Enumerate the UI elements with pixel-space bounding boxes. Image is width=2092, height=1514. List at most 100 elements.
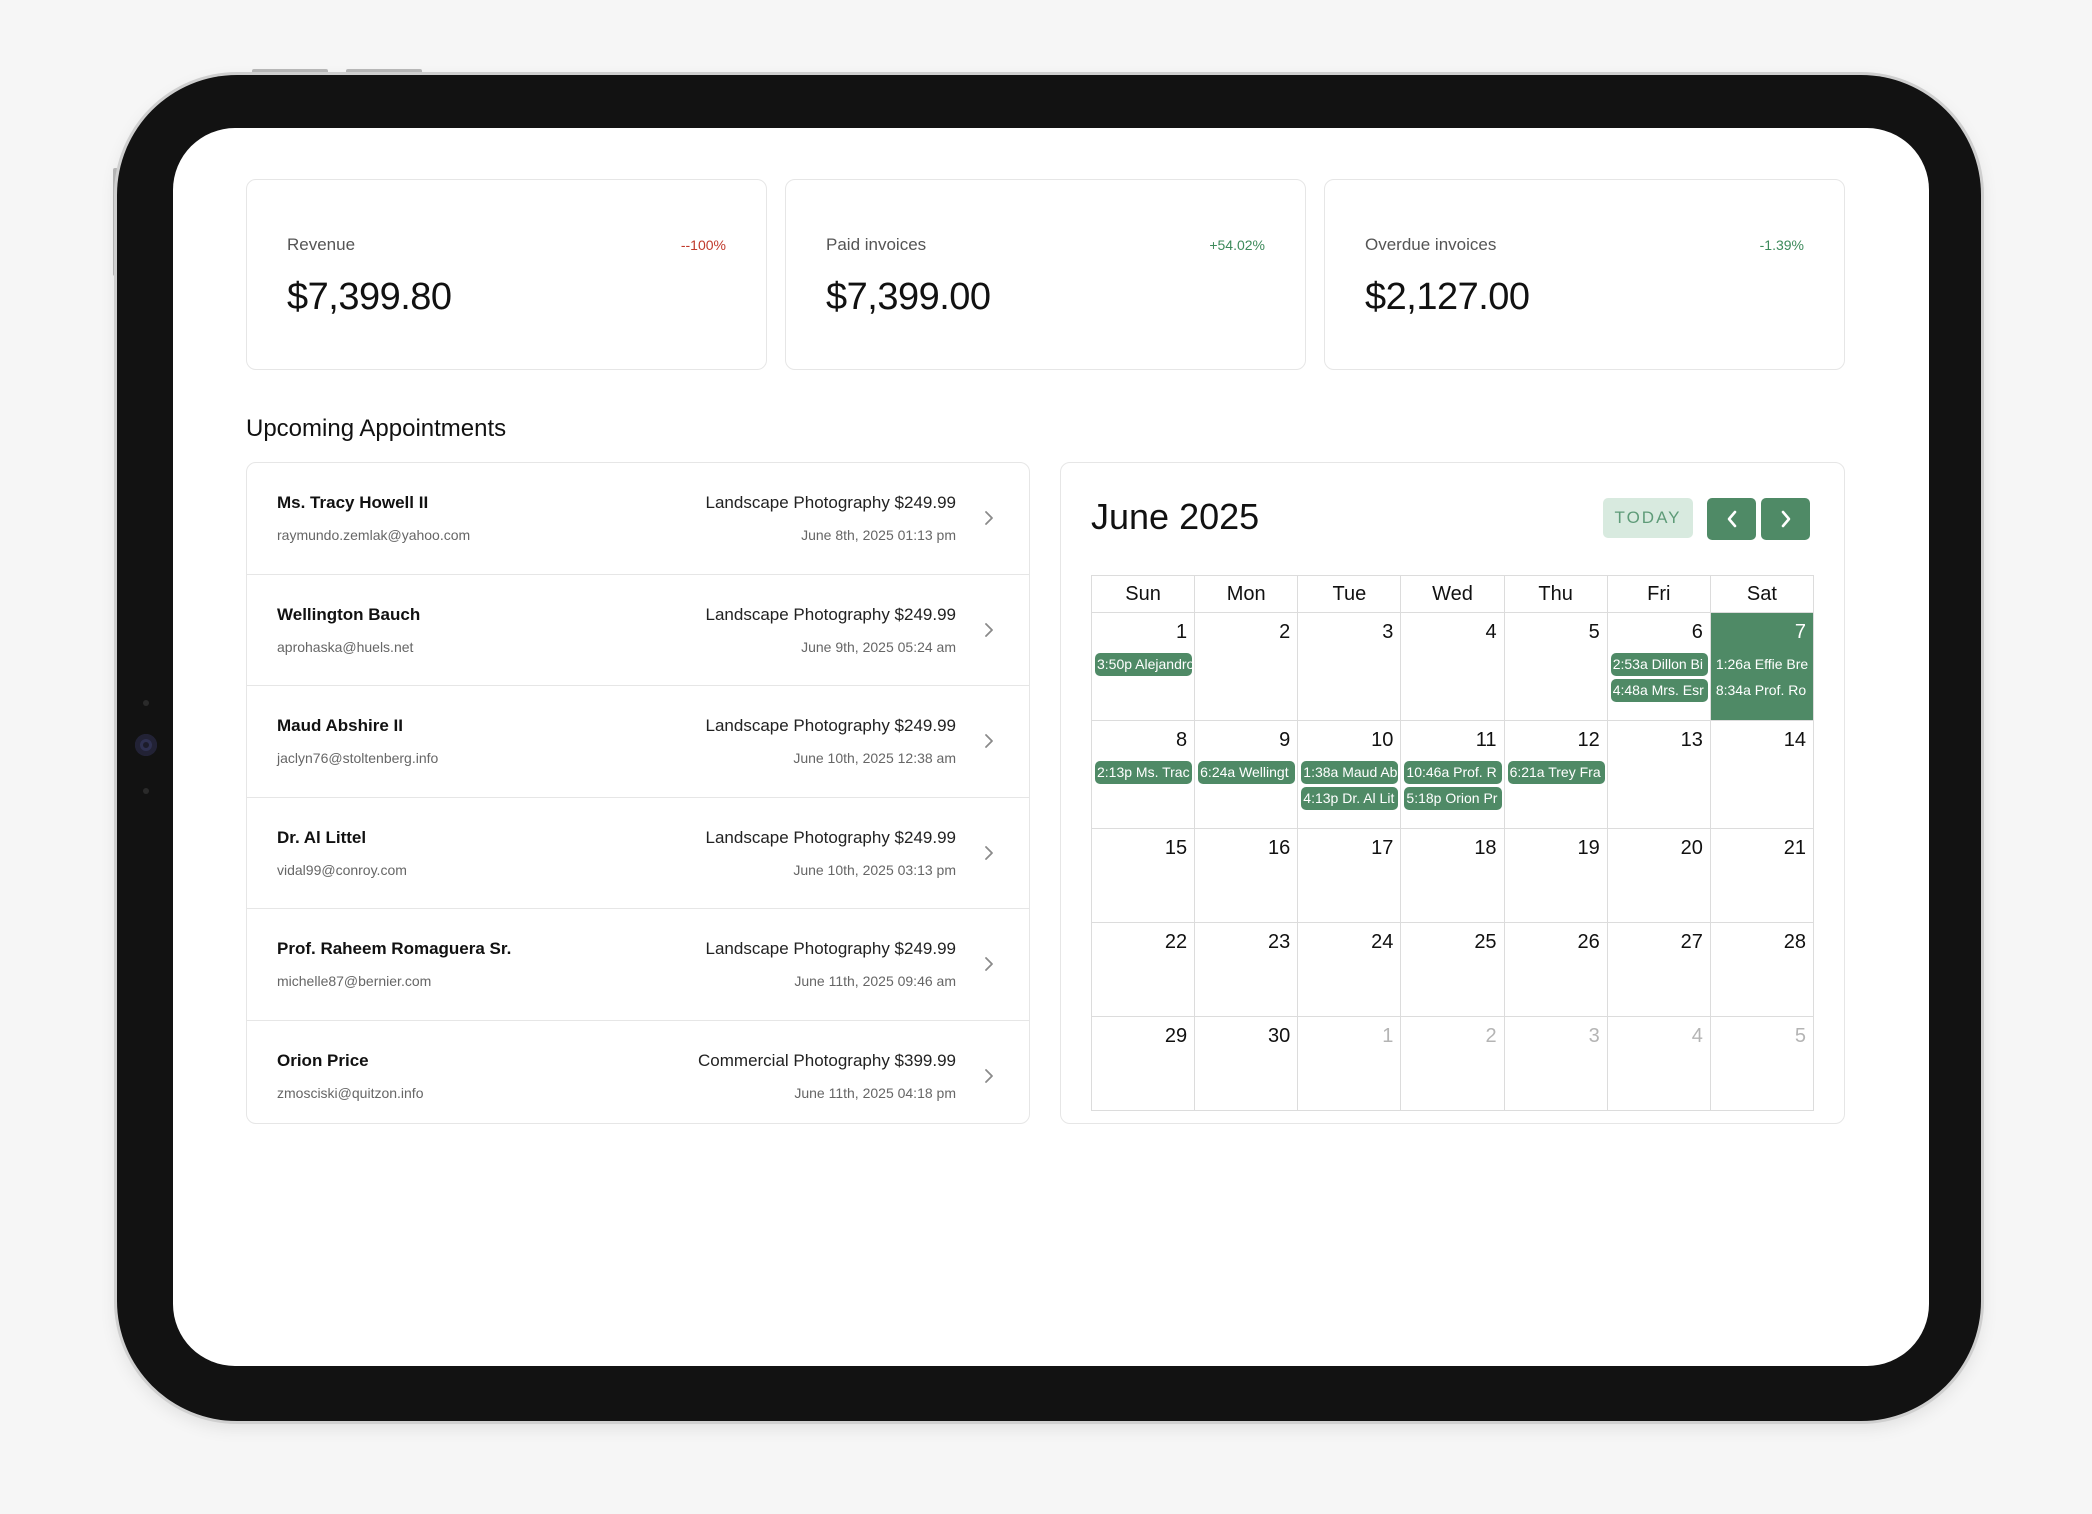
- sensor-dot: [143, 788, 149, 794]
- calendar-day[interactable]: 5: [1503, 612, 1608, 721]
- calendar-week-row: 29 30 1 2 3 4 5: [1090, 1016, 1815, 1111]
- calendar-event[interactable]: 2:13p Ms. Trac: [1095, 761, 1193, 784]
- day-number: 7: [1794, 621, 1806, 643]
- calendar-day[interactable]: 8 2:13p Ms. Trac: [1090, 720, 1196, 829]
- calendar-day[interactable]: 29: [1090, 1016, 1196, 1111]
- day-number: 17: [1371, 837, 1394, 859]
- calendar-week-row: 22 23 24 25 26 27 28: [1090, 922, 1815, 1017]
- day-number: 15: [1164, 837, 1188, 859]
- chevron-right-icon[interactable]: [983, 1065, 995, 1087]
- day-number: 9: [1279, 729, 1291, 751]
- stat-value: $2,127.00: [1365, 276, 1530, 318]
- calendar-day[interactable]: 10 1:38a Maud Ab 4:13p Dr. Al Lit: [1297, 720, 1402, 829]
- calendar-day[interactable]: 4: [1606, 1016, 1711, 1111]
- prev-month-button[interactable]: [1707, 498, 1756, 540]
- service-price: Landscape Photography $249.99: [705, 939, 956, 958]
- calendar-event[interactable]: 10:46a Prof. R: [1404, 761, 1502, 784]
- calendar-event[interactable]: 4:13p Dr. Al Lit: [1301, 787, 1399, 810]
- calendar-day[interactable]: 21: [1709, 828, 1815, 923]
- calendar-event[interactable]: 4:48a Mrs. Esr: [1610, 679, 1708, 702]
- calendar-day[interactable]: 17: [1297, 828, 1402, 923]
- appointment-date: June 11th, 2025 04:18 pm: [794, 1084, 956, 1101]
- day-number: 10: [1371, 729, 1394, 751]
- calendar-week-row: 15 16 17 18 19 20 21: [1090, 828, 1815, 923]
- client-email: jaclyn76@stoltenberg.info: [277, 750, 439, 766]
- stat-value: $7,399.80: [287, 276, 452, 318]
- today-button[interactable]: TODAY: [1603, 498, 1693, 538]
- calendar-event[interactable]: 3:50p Alejandro: [1095, 653, 1193, 676]
- day-number: 11: [1475, 729, 1497, 751]
- calendar-event[interactable]: 6:24a Wellingt: [1198, 761, 1296, 784]
- next-month-button[interactable]: [1761, 498, 1810, 540]
- calendar-day[interactable]: 23: [1194, 922, 1299, 1017]
- calendar-event[interactable]: 2:53a Dillon Bi: [1610, 653, 1708, 676]
- day-number: 20: [1680, 837, 1703, 859]
- chevron-right-icon: [1781, 510, 1790, 528]
- calendar-event[interactable]: 5:18p Orion Pr: [1404, 787, 1502, 810]
- calendar-day[interactable]: 4: [1400, 612, 1505, 721]
- day-number: 2: [1485, 1025, 1497, 1047]
- calendar-event[interactable]: 1:38a Maud Ab: [1301, 761, 1399, 784]
- calendar-day[interactable]: 12 6:21a Trey Fra: [1503, 720, 1608, 829]
- calendar-day-today[interactable]: 7 1:26a Effie Bre 8:34a Prof. Ro: [1709, 612, 1815, 721]
- calendar-day[interactable]: 6 2:53a Dillon Bi 4:48a Mrs. Esr: [1606, 612, 1711, 721]
- calendar-day[interactable]: 1 3:50p Alejandro: [1090, 612, 1196, 721]
- chevron-right-icon[interactable]: [983, 507, 995, 529]
- appointment-row[interactable]: Maud Abshire II jaclyn76@stoltenberg.inf…: [247, 686, 1029, 798]
- appointment-row[interactable]: Orion Price zmosciski@quitzon.info Comme…: [247, 1021, 1029, 1124]
- calendar-day[interactable]: 1: [1297, 1016, 1402, 1111]
- day-number: 13: [1680, 729, 1703, 751]
- day-number: 23: [1268, 931, 1291, 953]
- stat-change: -1.39%: [1759, 237, 1804, 253]
- appointment-row[interactable]: Prof. Raheem Romaguera Sr. michelle87@be…: [247, 909, 1029, 1021]
- calendar-day[interactable]: 27: [1606, 922, 1711, 1017]
- calendar-day[interactable]: 3: [1297, 612, 1402, 721]
- calendar-event[interactable]: 6:21a Trey Fra: [1507, 761, 1605, 784]
- calendar-day[interactable]: 28: [1709, 922, 1815, 1017]
- appointment-date: June 8th, 2025 01:13 pm: [801, 527, 956, 543]
- calendar-day[interactable]: 18: [1400, 828, 1505, 923]
- calendar-day[interactable]: 19: [1503, 828, 1608, 923]
- calendar-day[interactable]: 14: [1709, 720, 1815, 829]
- calendar-day[interactable]: 25: [1400, 922, 1505, 1017]
- calendar-day[interactable]: 15: [1090, 828, 1196, 923]
- calendar-day[interactable]: 26: [1503, 922, 1608, 1017]
- weekday-header: Sat: [1709, 575, 1815, 613]
- service-price: Landscape Photography $249.99: [705, 716, 956, 735]
- calendar-event[interactable]: 8:34a Prof. Ro: [1713, 679, 1811, 702]
- stat-label: Revenue: [287, 235, 356, 254]
- day-number: 6: [1691, 621, 1703, 643]
- calendar-body: 1 3:50p Alejandro 2 3 4 5 6 2:53a Dillon Bi 4:48…: [1090, 612, 1815, 1111]
- chevron-right-icon[interactable]: [983, 953, 995, 975]
- calendar-day[interactable]: 11 10:46a Prof. R 5:18p Orion Pr: [1400, 720, 1505, 829]
- calendar-day[interactable]: 20: [1606, 828, 1711, 923]
- calendar-day[interactable]: 13: [1606, 720, 1711, 829]
- chevron-right-icon[interactable]: [983, 619, 995, 641]
- calendar-day[interactable]: 30: [1194, 1016, 1299, 1111]
- appointment-row[interactable]: Ms. Tracy Howell II raymundo.zemlak@yaho…: [247, 463, 1029, 575]
- chevron-right-icon[interactable]: [983, 842, 995, 864]
- calendar-day[interactable]: 16: [1194, 828, 1299, 923]
- client-name: Ms. Tracy Howell II: [277, 493, 429, 512]
- day-number: 5: [1588, 621, 1600, 643]
- client-name: Dr. Al Littel: [277, 827, 367, 847]
- calendar-day[interactable]: 22: [1090, 922, 1196, 1017]
- overdue-invoices-card: Overdue invoices -1.39% $2,127.00: [1324, 179, 1845, 370]
- calendar-day[interactable]: 9 6:24a Wellingt: [1194, 720, 1299, 829]
- calendar-day[interactable]: 2: [1194, 612, 1299, 721]
- calendar-day[interactable]: 5: [1709, 1016, 1815, 1111]
- calendar-day[interactable]: 24: [1297, 922, 1402, 1017]
- calendar-day[interactable]: 3: [1503, 1016, 1608, 1111]
- stat-label: Paid invoices: [826, 235, 927, 254]
- calendar-day[interactable]: 2: [1400, 1016, 1505, 1111]
- day-number: 8: [1176, 729, 1188, 751]
- calendar-event[interactable]: 1:26a Effie Bre: [1713, 653, 1811, 676]
- day-number: 1: [1382, 1025, 1394, 1047]
- stat-label: Overdue invoices: [1365, 235, 1497, 254]
- client-name: Maud Abshire II: [277, 716, 403, 735]
- appointment-row[interactable]: Dr. Al Littel vidal99@conroy.com Landsca…: [247, 798, 1029, 909]
- chevron-left-icon: [1727, 510, 1736, 528]
- chevron-right-icon[interactable]: [983, 730, 995, 752]
- day-number: 18: [1474, 837, 1497, 859]
- appointment-row[interactable]: Wellington Bauch aprohaska@huels.net Lan…: [247, 575, 1029, 686]
